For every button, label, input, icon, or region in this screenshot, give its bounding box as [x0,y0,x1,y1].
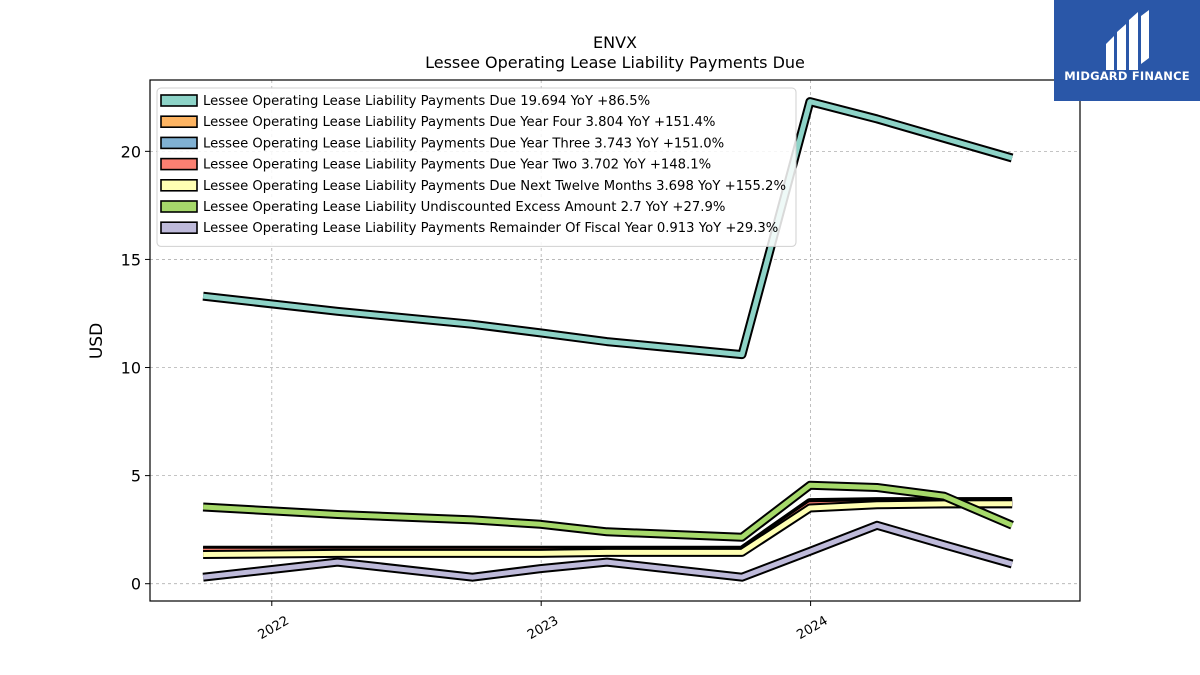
legend-label: Lessee Operating Lease Liability Payment… [203,94,650,109]
series-line-stroke [202,99,1013,358]
series-line-stroke [202,482,1014,540]
legend-label: Lessee Operating Lease Liability Undisco… [203,200,725,215]
legend-box [156,87,797,247]
series-line [202,480,1014,542]
series-layer [202,97,1014,582]
midgard-m-logo-icon [1106,10,1149,70]
series-line [202,97,1014,360]
brand-name: MIDGARD FINANCE [1064,69,1190,83]
brand-logo: MIDGARD FINANCE [1054,0,1200,101]
legend: Lessee Operating Lease Liability Payment… [156,87,797,247]
legend-swatch [160,157,198,171]
chart-title: ENVX [593,33,637,52]
legend-swatch [160,94,198,107]
legend-swatch [160,221,198,234]
y-tick-label: 0 [131,575,141,594]
legend-swatch [160,115,198,128]
y-tick-label: 5 [131,467,141,486]
legend-label: Lessee Operating Lease Liability Payment… [203,136,724,151]
legend-label: Lessee Operating Lease Liability Payment… [203,221,778,236]
series-line-stroke [203,501,1013,557]
y-tick-label: 15 [121,250,141,269]
plot-frame [149,79,1081,602]
legend-swatch [160,200,198,213]
chart-subtitle: Lessee Operating Lease Liability Payment… [425,53,805,72]
series-line [202,520,1014,582]
y-tick-label: 20 [121,142,141,161]
x-tick-label: 2024 [794,613,830,643]
legend-label: Lessee Operating Lease Liability Payment… [203,179,786,194]
x-tick-label: 2022 [256,613,292,643]
x-tick-label: 2023 [525,613,561,643]
legend-label: Lessee Operating Lease Liability Payment… [203,115,715,130]
series-line-stroke [202,522,1013,580]
series-line [203,499,1013,559]
legend-swatch [160,179,198,192]
y-axis-label: USD [87,323,107,359]
legend-label: Lessee Operating Lease Liability Payment… [203,158,711,173]
legend-swatch [160,136,198,150]
y-tick-label: 10 [121,359,141,378]
